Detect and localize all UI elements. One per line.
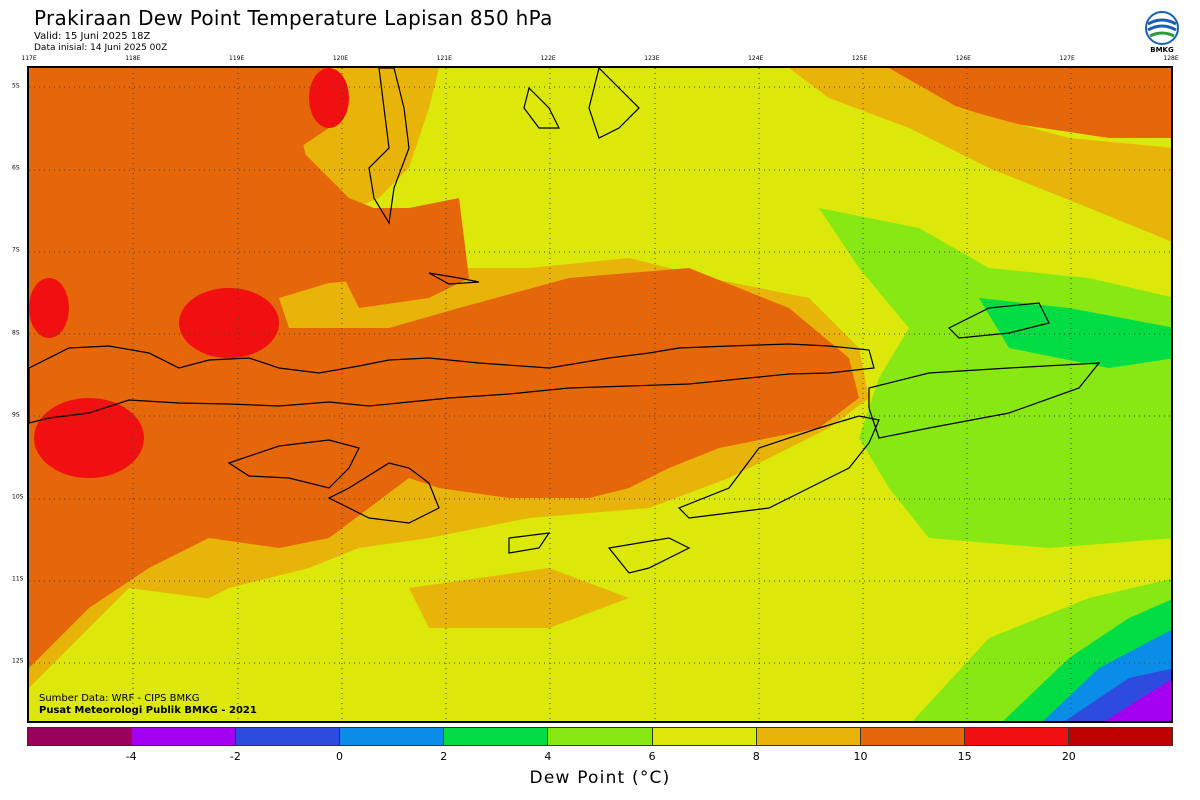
- lat-tick: 6S: [12, 164, 20, 172]
- colorbar-swatch: [652, 728, 757, 745]
- colorbar-swatch: [132, 728, 237, 745]
- colorbar: [27, 727, 1173, 746]
- credits: Sumber Data: WRF - CIPS BMKG Pusat Meteo…: [39, 693, 257, 717]
- lat-tick: 12S: [12, 657, 24, 665]
- credit-center: Pusat Meteorologi Publik BMKG - 2021: [39, 705, 257, 716]
- colorbar-label: 15: [957, 750, 972, 763]
- lon-tick: 120E: [332, 55, 349, 62]
- colorbar-label: 4: [544, 750, 552, 763]
- colorbar-swatch: [1068, 728, 1173, 745]
- colorbar-swatch: [964, 728, 1069, 745]
- colorbar-label: -2: [229, 750, 241, 763]
- bmkg-logo: BMKG: [1144, 10, 1180, 56]
- lon-tick: 122E: [540, 55, 556, 62]
- lat-tick: 7S: [12, 246, 20, 254]
- dewpoint-map[interactable]: Sumber Data: WRF - CIPS BMKG Pusat Meteo…: [27, 66, 1173, 723]
- lon-tick: 124E: [748, 55, 764, 62]
- colorbar-swatch: [444, 728, 549, 745]
- colorbar-label: 0: [336, 750, 344, 763]
- bmkg-logo-icon: [1145, 11, 1179, 45]
- lat-tick: 11S: [12, 575, 24, 583]
- dewpoint-field: [29, 68, 1171, 721]
- colorbar-label: 6: [648, 750, 656, 763]
- colorbar-label: 8: [752, 750, 760, 763]
- lon-tick: 126E: [955, 55, 971, 62]
- colorbar-label: 20: [1061, 750, 1076, 763]
- coastlines: [29, 68, 1101, 574]
- lat-tick: 9S: [12, 411, 20, 419]
- lon-tick: 123E: [644, 55, 660, 62]
- lon-tick: 125E: [851, 55, 868, 62]
- logo-text: BMKG: [1150, 46, 1174, 54]
- colorbar-swatch: [548, 728, 653, 745]
- colorbar-label: -4: [125, 750, 137, 763]
- colorbar-label: 10: [853, 750, 868, 763]
- lon-tick: 128E: [1163, 55, 1179, 62]
- colorbar-swatch: [756, 728, 861, 745]
- colorbar-title: Dew Point (°C): [529, 768, 671, 788]
- lon-tick: 118E: [125, 55, 141, 62]
- colorbar-swatch: [236, 728, 341, 745]
- lat-tick: 10S: [12, 493, 24, 501]
- lon-tick: 121E: [436, 55, 452, 62]
- lon-tick: 119E: [229, 55, 245, 62]
- colorbar-swatch: [340, 728, 445, 745]
- colorbar-swatch: [860, 728, 965, 745]
- map-title: Prakiraan Dew Point Temperature Lapisan …: [34, 6, 553, 30]
- lat-tick: 5S: [12, 82, 20, 90]
- colorbar-swatch: [28, 728, 133, 745]
- valid-time: Valid: 15 Juni 2025 18Z: [34, 31, 151, 42]
- init-time: Data inisial: 14 Juni 2025 00Z: [34, 43, 168, 53]
- colorbar-label: 2: [440, 750, 448, 763]
- lon-tick: 127E: [1059, 55, 1075, 62]
- credit-source: Sumber Data: WRF - CIPS BMKG: [39, 693, 200, 704]
- lat-tick: 8S: [12, 329, 20, 337]
- lon-tick: 117E: [21, 55, 37, 62]
